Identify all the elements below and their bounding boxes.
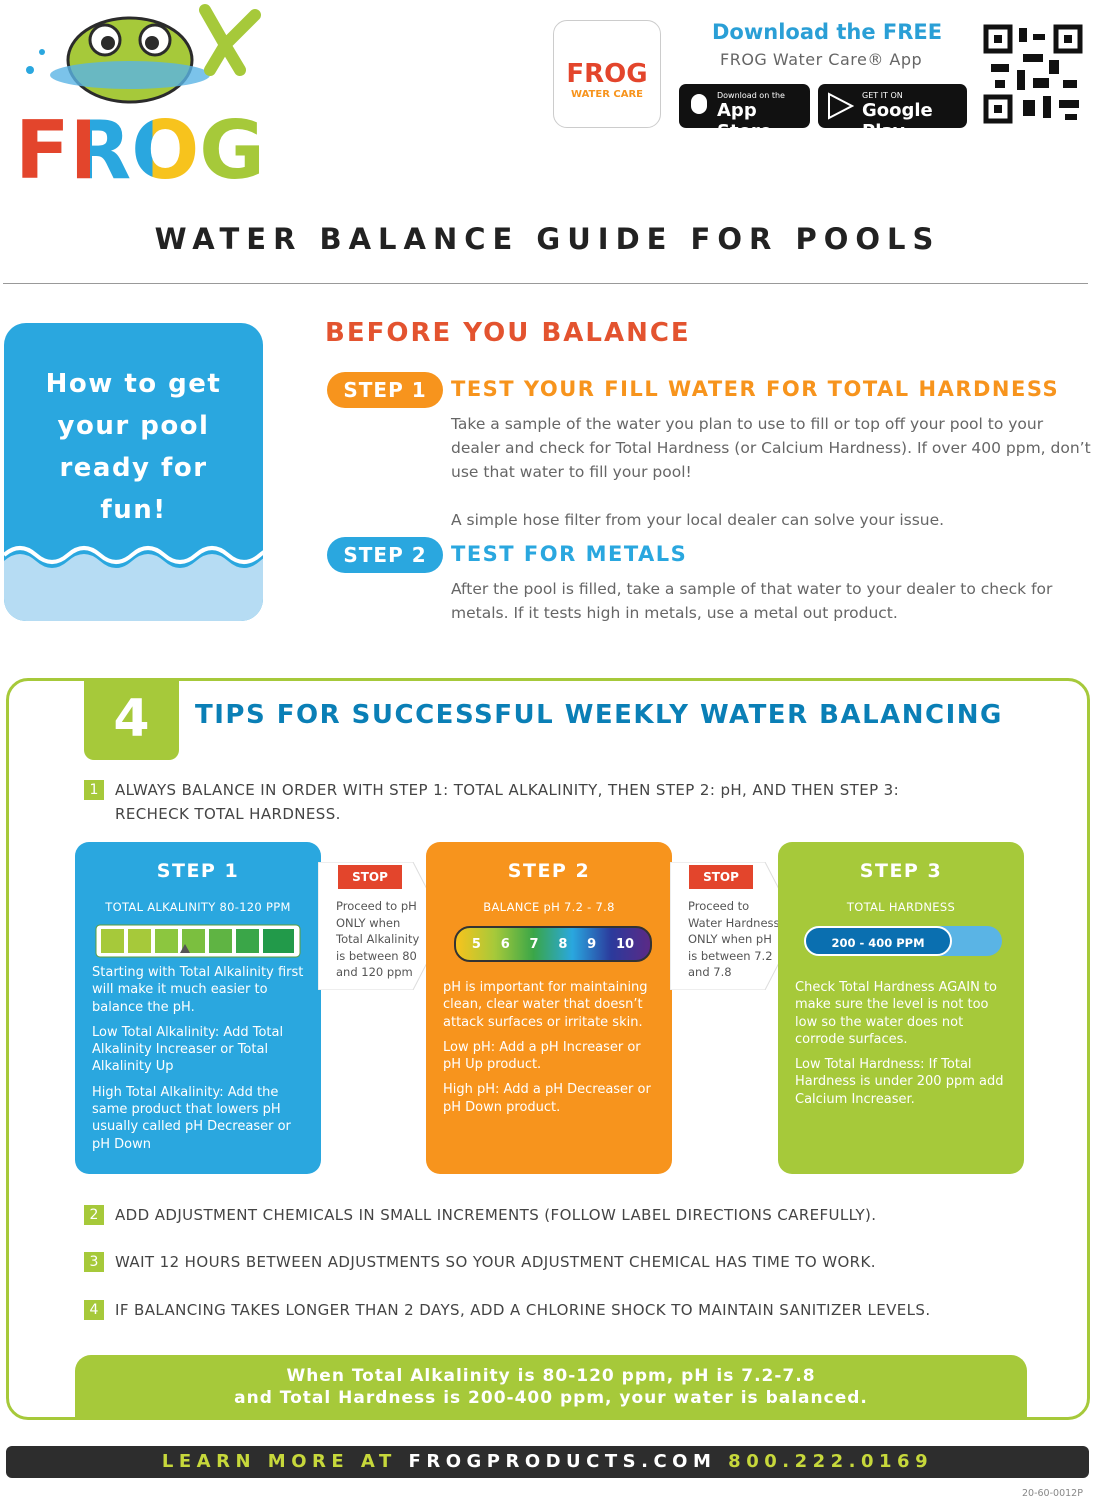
google-play-small: GET IT ON [862,91,903,100]
card-title: STEP 2 [507,860,591,882]
ph-number: 10 [615,936,635,952]
card-text: Low Total Alkalinity: Add Total Alkalini… [92,1024,284,1075]
stop-text: Proceed to pH ONLY when Total Alkalinity… [336,899,420,979]
app-icon-sub: WATER CARE [571,89,643,100]
step-text: Take a sample of the water you plan to u… [451,415,1091,481]
summary: When Total Alkalinity is 80-120 ppm, pH … [75,1355,1027,1418]
qr-code [983,24,1083,124]
tip-text: ADD ADJUSTMENT CHEMICALS IN SMALL INCREM… [115,1206,877,1224]
tips-heading: TIPS FOR SUCCESSFUL WEEKLY WATER BALANCI… [195,700,1003,730]
card-text: Low Total Hardness: If Total Hardness is… [795,1057,1004,1107]
card-paragraphs: Check Total Hardness AGAIN to make sure … [795,979,1014,1116]
logo-text: FROG [15,104,265,195]
wave [4,546,263,621]
footer-site[interactable]: FROGPRODUCTS.COM [408,1451,717,1472]
step-card: STEP 3 TOTAL HARDNESS 200 - 400 PPM Chec… [778,842,1024,1174]
step-card: STEP 1 TOTAL ALKALINITY 80-120 PPM Start… [75,842,321,1174]
tip-text: ALWAYS BALANCE IN ORDER WITH STEP 1: TOT… [115,781,900,823]
tip-number: 4 [84,1300,104,1320]
page-title: WATER BALANCE GUIDE FOR POOLS [154,222,941,256]
tip-text: IF BALANCING TAKES LONGER THAN 2 DAYS, A… [115,1301,931,1319]
card-text: High Total Alkalinity: Add the same prod… [92,1084,291,1152]
stop-label: STOP [338,865,402,889]
step-text: A simple hose filter from your local dea… [451,511,945,529]
step-badge: STEP 1 [327,372,443,408]
logo: FROG [15,4,265,195]
ph-numbers: 5 6 7 8 9 10 [456,928,650,960]
stop-text: Proceed to Water Hardness ONLY when pH i… [688,899,780,979]
card-label: TOTAL HARDNESS [846,900,956,914]
stop-label: STOP [689,865,753,889]
card-label: TOTAL ALKALINITY 80-120 PPM [105,900,291,914]
card-text: Low pH: Add a pH Increaser or pH Up prod… [443,1039,641,1073]
app-store-small: Download on the [717,91,785,100]
download-title: Download the FREE [712,20,943,44]
step-title: TEST YOUR FILL WATER FOR TOTAL HARDNESS [451,377,1060,401]
tip-number: 3 [84,1252,104,1272]
card-text: pH is important for maintaining clean, c… [443,980,648,1030]
card-text: Check Total Hardness AGAIN to make sure … [795,980,998,1047]
app-icon-brand: FROG [566,59,648,89]
ph-number: 6 [500,936,510,952]
google-play-button[interactable]: GET IT ON Google Play [818,84,967,142]
summary-line: When Total Alkalinity is 80-120 ppm, pH … [286,1366,816,1386]
card-text: High pH: Add a pH Decreaser or pH Down p… [443,1082,651,1115]
ph-number: 7 [529,936,539,952]
footer-learn: LEARN MORE AT [161,1451,397,1472]
step-title: TEST FOR METALS [451,542,688,566]
tips-number: 4 [84,678,179,760]
download-sub: FROG Water Care® App [720,50,923,69]
tips-box [6,678,1090,1420]
footer-bar: LEARN MORE AT FROGPRODUCTS.COM 800.222.0… [6,1446,1089,1478]
card-paragraphs: Starting with Total Alkalinity first wil… [92,964,311,1161]
banner: How to get your pool ready for fun! [4,323,263,621]
hardness-range: 200 - 400 PPM [804,926,952,956]
app-store-button[interactable]: Download on the App Store [679,84,810,142]
tip-number: 1 [84,780,104,800]
alkalinity-gauge [95,924,301,958]
card-label: BALANCE pH 7.2 - 7.8 [483,900,615,914]
app-icon: FROG WATER CARE [553,20,661,128]
footer-phone: 800.222.0169 [728,1451,934,1472]
step-card: STEP 2 BALANCE pH 7.2 - 7.8 5 6 7 8 9 10 pH i… [426,842,672,1174]
step-badge: STEP 2 [327,537,443,573]
divider [3,283,1088,284]
card-title: STEP 3 [859,860,943,882]
play-icon [828,92,854,120]
tip-text: WAIT 12 HOURS BETWEEN ADJUSTMENTS SO YOU… [115,1253,876,1271]
ph-number: 5 [471,936,481,952]
ph-number: 8 [558,936,568,952]
card-title: STEP 1 [156,860,240,882]
ph-scale: 5 6 7 8 9 10 [454,926,652,962]
banner-text: How to get your pool ready for fun! [45,369,222,525]
ph-number: 9 [587,936,597,952]
doc-code: 20-60-0012P [1022,1488,1083,1499]
apple-icon [691,94,707,114]
before-heading: BEFORE YOU BALANCE [325,318,691,348]
google-play-big: Google Play [862,100,933,142]
tip-number: 2 [84,1205,104,1225]
card-paragraphs: pH is important for maintaining clean, c… [443,979,662,1124]
step-text: After the pool is filled, take a sample … [451,580,1053,622]
summary-line: and Total Hardness is 200-400 ppm, your … [234,1388,868,1408]
app-store-big: App Store [717,100,773,142]
card-text: Starting with Total Alkalinity first wil… [92,965,304,1015]
